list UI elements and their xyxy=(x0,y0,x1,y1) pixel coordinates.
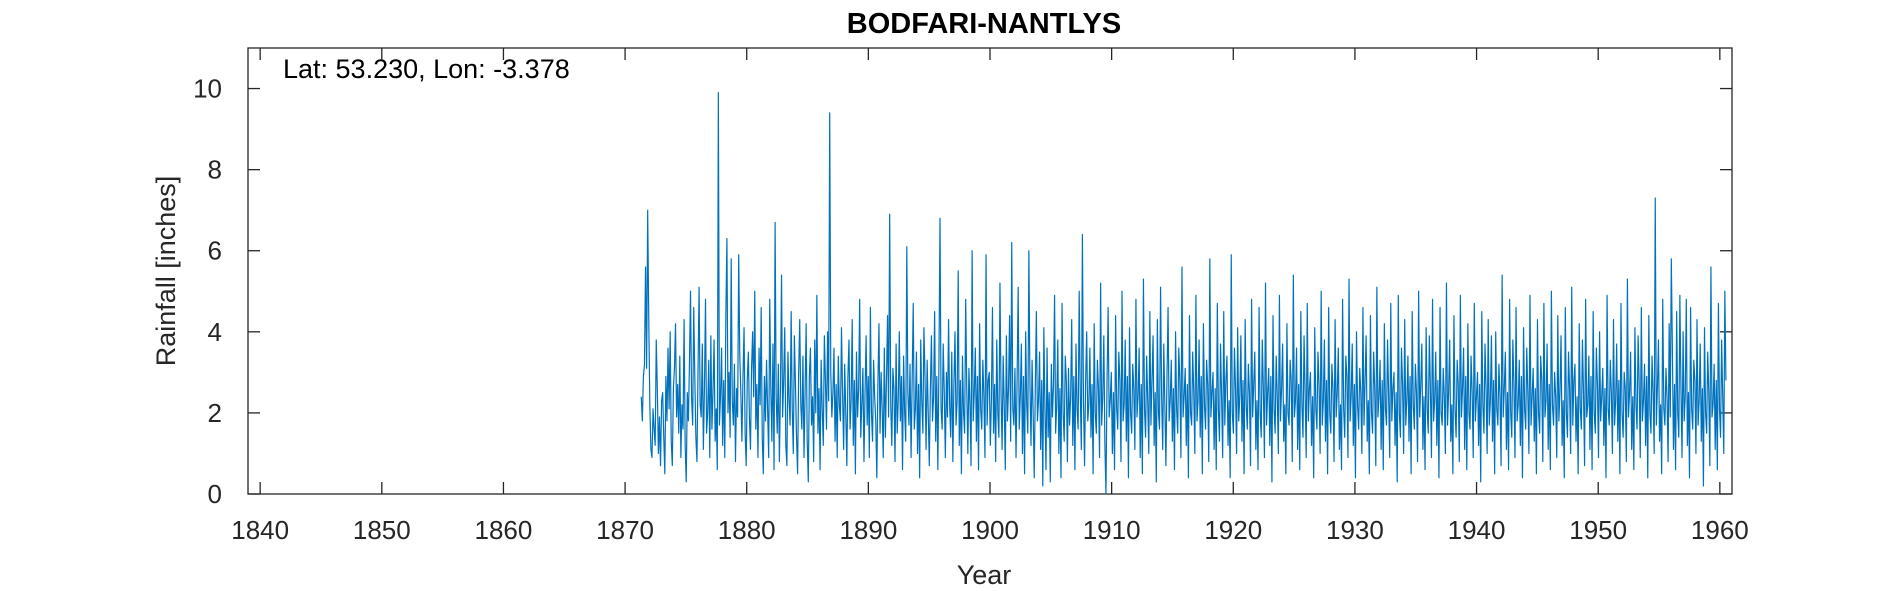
y-tick-label: 10 xyxy=(193,74,222,104)
y-tick-label: 6 xyxy=(208,236,222,266)
x-tick-label: 1930 xyxy=(1326,515,1384,545)
x-axis-label: Year xyxy=(957,560,1012,590)
x-tick-label: 1910 xyxy=(1083,515,1141,545)
y-axis: 0 2 4 6 8 10 xyxy=(193,74,1732,509)
chart-title: BODFARI-NANTLYS xyxy=(847,8,1121,40)
y-tick-label: 4 xyxy=(208,317,222,347)
x-tick-label: 1890 xyxy=(839,515,897,545)
x-tick-label: 1940 xyxy=(1448,515,1506,545)
x-tick-label: 1920 xyxy=(1204,515,1262,545)
x-tick-label: 1960 xyxy=(1691,515,1749,545)
y-axis-label: Rainfall [inches] xyxy=(151,176,181,367)
x-tick-label: 1880 xyxy=(718,515,776,545)
x-tick-label: 1850 xyxy=(353,515,411,545)
y-tick-label: 2 xyxy=(208,398,222,428)
x-tick-label: 1870 xyxy=(596,515,654,545)
y-tick-label: 0 xyxy=(208,479,222,509)
x-tick-label: 1950 xyxy=(1569,515,1627,545)
x-tick-label: 1840 xyxy=(231,515,289,545)
y-tick-label: 8 xyxy=(208,155,222,185)
station-coordinates-annotation: Lat: 53.230, Lon: -3.378 xyxy=(283,54,570,84)
rainfall-series-line xyxy=(640,91,1727,495)
x-axis: 1840 1850 1860 1870 1880 1890 1900 1910 1920 1930… xyxy=(231,48,1749,545)
x-tick-label: 1860 xyxy=(475,515,533,545)
x-tick-label: 1900 xyxy=(961,515,1019,545)
